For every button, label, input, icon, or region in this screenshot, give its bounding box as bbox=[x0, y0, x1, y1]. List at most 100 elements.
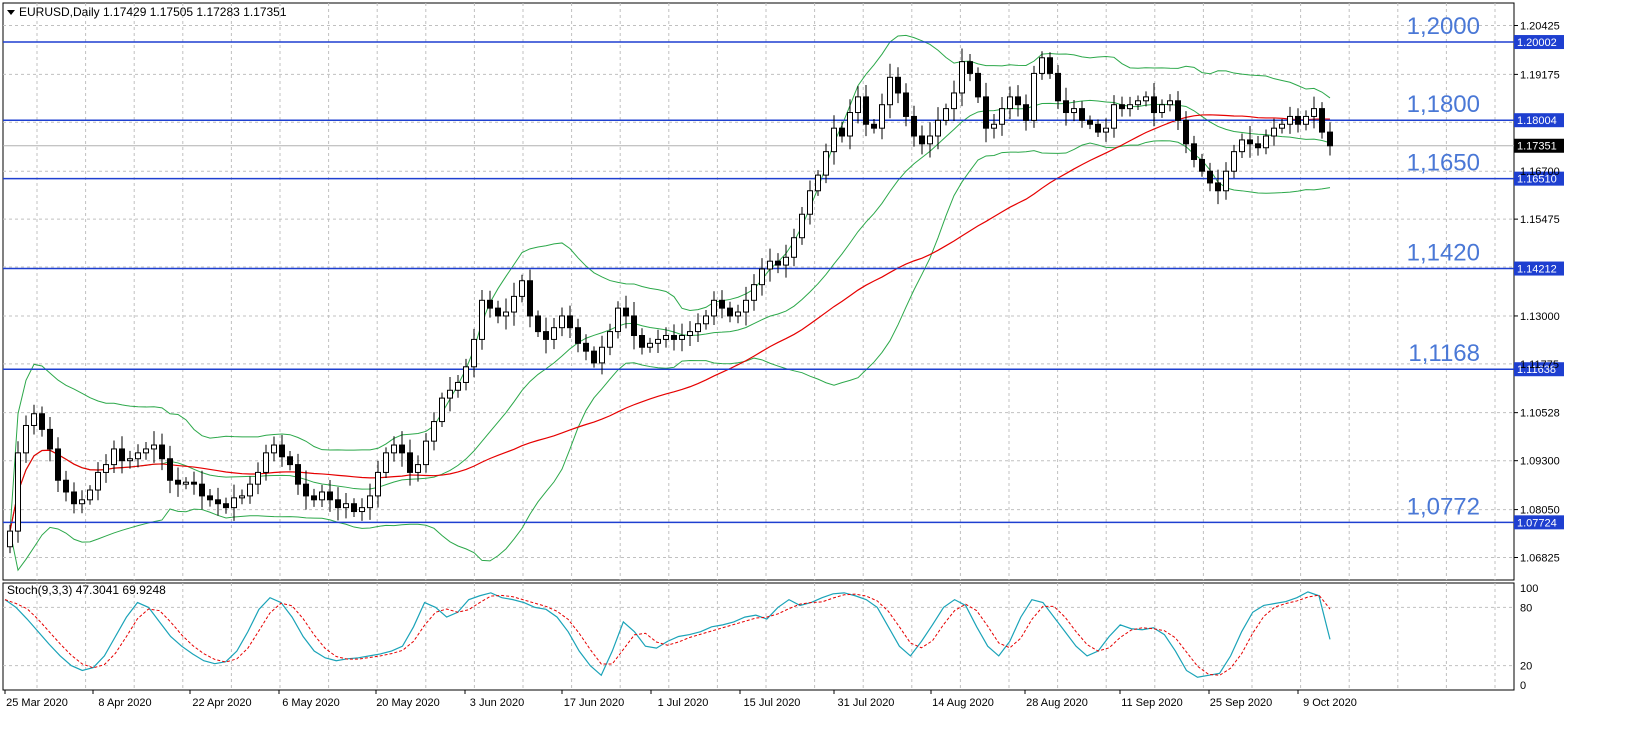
candle-body bbox=[207, 495, 213, 501]
stoch-panel bbox=[2, 582, 1515, 691]
candle-body bbox=[1087, 119, 1093, 125]
candle-body bbox=[31, 413, 37, 426]
date-tick-label: 14 Aug 2020 bbox=[932, 697, 994, 709]
candle-body bbox=[1311, 108, 1317, 117]
candle-body bbox=[151, 444, 157, 450]
candle-body bbox=[343, 503, 349, 509]
price-tick-label-partial: 1.11775 bbox=[1520, 359, 1559, 371]
candle-body bbox=[1055, 72, 1061, 102]
candle-body bbox=[623, 307, 629, 317]
candle-body bbox=[751, 284, 757, 301]
candle-body bbox=[1247, 139, 1253, 145]
candle-body bbox=[175, 479, 181, 485]
date-tick-label: 22 Apr 2020 bbox=[192, 697, 251, 709]
level-badge bbox=[1514, 515, 1564, 530]
level-badge bbox=[1514, 35, 1564, 50]
level-badge-label: 1.14212 bbox=[1517, 264, 1557, 276]
candle-body bbox=[447, 389, 453, 399]
candle-body bbox=[415, 464, 421, 473]
candle-body bbox=[255, 471, 261, 485]
candle-body bbox=[575, 327, 581, 344]
candle-body bbox=[391, 444, 397, 454]
stoch-tick-label: 0 bbox=[1520, 680, 1526, 692]
candle-body bbox=[319, 491, 325, 501]
candle-body bbox=[1199, 158, 1205, 172]
candle-body bbox=[1159, 104, 1165, 114]
candle-body bbox=[1303, 115, 1309, 125]
candle-body bbox=[135, 452, 141, 460]
candle-body bbox=[815, 174, 821, 192]
candle-body bbox=[663, 335, 669, 340]
candle-body bbox=[951, 92, 957, 110]
candle-body bbox=[903, 92, 909, 117]
bollinger-bands bbox=[9, 34, 1331, 572]
candle-body bbox=[1111, 104, 1117, 129]
candle-body bbox=[703, 315, 709, 325]
level-badge-label: 1.07724 bbox=[1517, 517, 1557, 529]
candle-body bbox=[191, 481, 197, 485]
level-badge bbox=[1514, 171, 1564, 186]
candlesticks bbox=[7, 48, 1333, 554]
level-badge bbox=[1514, 261, 1564, 276]
candle-body bbox=[863, 96, 869, 125]
level-badge bbox=[1514, 362, 1564, 377]
triangle-down-icon[interactable] bbox=[7, 10, 15, 15]
candle-body bbox=[799, 213, 805, 239]
candle-body bbox=[1007, 96, 1013, 110]
date-tick-label: 1 Jul 2020 bbox=[658, 697, 709, 709]
candle-body bbox=[15, 452, 21, 532]
candle-body bbox=[727, 307, 733, 317]
candle-body bbox=[1071, 108, 1077, 114]
price-tick-label: 1.06825 bbox=[1520, 553, 1560, 565]
stoch-main-line bbox=[4, 591, 1331, 678]
candle-body bbox=[159, 444, 165, 460]
candle-body bbox=[1015, 96, 1021, 106]
candle-body bbox=[167, 458, 173, 481]
date-tick-label: 11 Sep 2020 bbox=[1121, 697, 1183, 709]
price-tick-label: 1.19175 bbox=[1520, 69, 1560, 81]
price-axis: 1.20002 1.18004 1.16510 1.14212 1.11638 1.077… bbox=[1514, 20, 1564, 565]
date-tick-label: 8 Apr 2020 bbox=[98, 697, 151, 709]
candle-body bbox=[999, 108, 1005, 125]
candle-body bbox=[639, 335, 645, 348]
candle-body bbox=[1239, 139, 1245, 153]
symbol-header: EURUSD,Daily 1.17429 1.17505 1.17283 1.1… bbox=[19, 5, 287, 19]
date-tick-label: 20 May 2020 bbox=[376, 697, 440, 709]
price-tick-label: 1.09300 bbox=[1520, 456, 1560, 468]
candle-body bbox=[463, 366, 469, 383]
candle-body bbox=[95, 471, 101, 491]
candle-body bbox=[503, 311, 509, 317]
candle-body bbox=[607, 331, 613, 348]
candle-body bbox=[895, 76, 901, 94]
level-label: 1,1420 bbox=[1407, 240, 1480, 267]
candle-body bbox=[1167, 100, 1173, 106]
candle-body bbox=[927, 135, 933, 145]
candle-body bbox=[79, 499, 85, 505]
level-badge bbox=[1514, 113, 1564, 128]
candle-body bbox=[495, 307, 501, 317]
candle-body bbox=[839, 127, 845, 137]
candle-body bbox=[1039, 57, 1045, 74]
candle-body bbox=[287, 456, 293, 466]
date-tick-label: 31 Jul 2020 bbox=[838, 697, 895, 709]
candle-body bbox=[775, 260, 781, 266]
candle-body bbox=[583, 342, 589, 352]
stoch-tick-label: 20 bbox=[1520, 661, 1532, 673]
candle-body bbox=[1151, 96, 1157, 114]
candle-body bbox=[527, 280, 533, 317]
stoch-tick-label: 80 bbox=[1520, 602, 1532, 614]
candle-body bbox=[367, 495, 373, 509]
candle-body bbox=[759, 268, 765, 286]
level-badge-label: 1.20002 bbox=[1517, 37, 1557, 49]
candle-body bbox=[1079, 108, 1085, 121]
price-tick-label-faded: 1.16700 bbox=[1520, 166, 1560, 178]
candle-body bbox=[687, 331, 693, 337]
candle-body bbox=[247, 483, 253, 497]
candle-body bbox=[783, 256, 789, 266]
candle-body bbox=[991, 123, 997, 129]
candle-body bbox=[535, 315, 541, 333]
price-panel bbox=[2, 2, 1515, 581]
candle-body bbox=[543, 331, 549, 340]
candle-body bbox=[919, 135, 925, 145]
